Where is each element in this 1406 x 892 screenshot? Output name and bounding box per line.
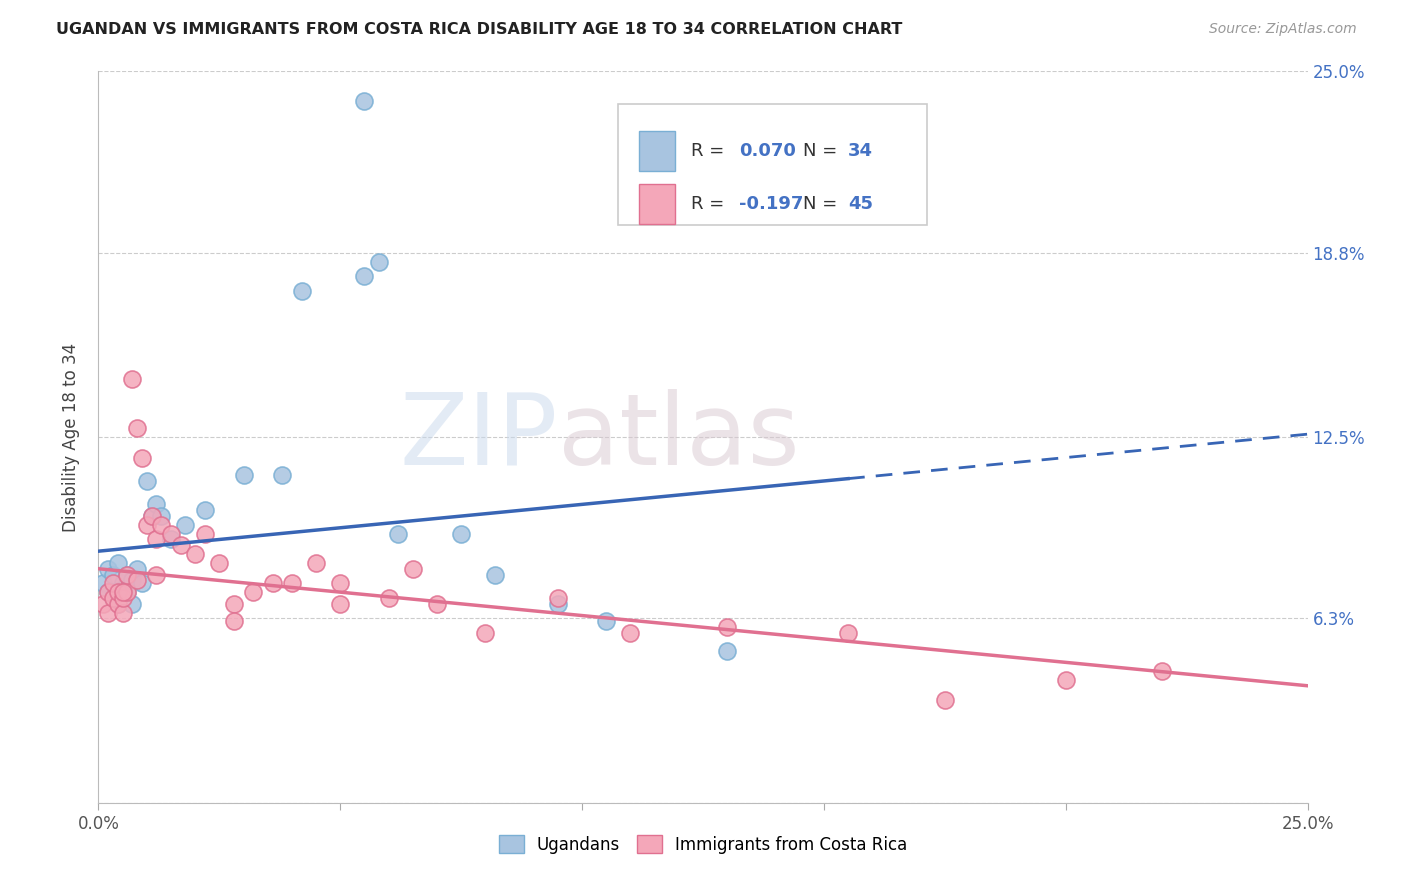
Text: -0.197: -0.197 (740, 195, 804, 213)
Point (934, 693, 956, 707)
Point (135, 517, 157, 532)
Point (107, 585, 129, 599)
Point (305, 556, 328, 570)
Point (91, 576, 114, 591)
Point (117, 585, 139, 599)
Point (131, 576, 153, 591)
Text: R =: R = (690, 142, 730, 160)
Point (141, 509, 163, 524)
FancyBboxPatch shape (638, 184, 675, 225)
Point (150, 517, 173, 532)
Point (111, 576, 134, 591)
Point (101, 591, 124, 605)
Point (474, 626, 496, 640)
Point (387, 526, 409, 541)
Point (595, 615, 617, 629)
Point (127, 421, 149, 435)
Point (111, 606, 134, 620)
Text: ZIP: ZIP (399, 389, 558, 485)
Point (837, 626, 859, 640)
Point (174, 517, 197, 532)
Text: 34: 34 (848, 142, 873, 160)
Point (117, 567, 139, 582)
Text: N =: N = (803, 195, 844, 213)
Point (329, 597, 352, 611)
Point (208, 556, 231, 570)
Point (145, 567, 167, 582)
Point (91, 597, 114, 611)
Point (222, 615, 245, 629)
Text: Source: ZipAtlas.com: Source: ZipAtlas.com (1209, 22, 1357, 37)
Point (547, 591, 569, 605)
Point (450, 526, 472, 541)
Point (242, 585, 264, 599)
Point (97, 562, 120, 576)
Point (101, 567, 124, 582)
Point (141, 509, 163, 524)
Point (402, 562, 425, 576)
Point (127, 574, 149, 588)
Point (353, 94, 375, 108)
Point (121, 371, 143, 385)
Point (101, 576, 124, 591)
Point (194, 526, 217, 541)
Point (281, 576, 304, 591)
Text: N =: N = (803, 142, 844, 160)
Y-axis label: Disability Age 18 to 34: Disability Age 18 to 34 (62, 343, 80, 532)
Point (547, 597, 569, 611)
Point (131, 450, 153, 465)
Point (484, 567, 506, 582)
Point (145, 497, 167, 511)
Point (97, 606, 120, 620)
Point (121, 597, 143, 611)
Point (290, 284, 312, 298)
Point (368, 254, 391, 268)
Point (107, 556, 129, 570)
Point (1152, 664, 1174, 678)
Point (160, 533, 183, 547)
Point (135, 474, 157, 488)
FancyBboxPatch shape (619, 104, 927, 225)
Point (353, 269, 375, 284)
Point (127, 562, 149, 576)
Point (716, 643, 738, 657)
Point (169, 538, 191, 552)
Text: UGANDAN VS IMMIGRANTS FROM COSTA RICA DISABILITY AGE 18 TO 34 CORRELATION CHART: UGANDAN VS IMMIGRANTS FROM COSTA RICA DI… (56, 22, 903, 37)
Point (619, 626, 641, 640)
Point (107, 597, 129, 611)
Point (101, 591, 124, 605)
Point (377, 591, 399, 605)
Point (111, 591, 134, 605)
Point (262, 576, 284, 591)
Point (184, 547, 207, 561)
Point (1054, 673, 1077, 687)
Point (426, 597, 449, 611)
Point (117, 567, 139, 582)
Point (117, 585, 139, 599)
Point (271, 468, 294, 483)
Point (107, 597, 129, 611)
Point (716, 620, 738, 634)
Text: 0.070: 0.070 (740, 142, 796, 160)
Point (145, 533, 167, 547)
Point (222, 597, 245, 611)
Point (111, 582, 134, 597)
Point (111, 585, 134, 599)
Point (97, 585, 120, 599)
FancyBboxPatch shape (638, 131, 675, 171)
Point (121, 574, 143, 588)
Point (329, 576, 352, 591)
Point (194, 503, 217, 517)
Point (97, 585, 120, 599)
Legend: Ugandans, Immigrants from Costa Rica: Ugandans, Immigrants from Costa Rica (492, 829, 914, 860)
Text: atlas: atlas (558, 389, 800, 485)
Text: 45: 45 (848, 195, 873, 213)
Point (150, 509, 173, 524)
Point (160, 526, 183, 541)
Point (232, 468, 254, 483)
Text: R =: R = (690, 195, 730, 213)
